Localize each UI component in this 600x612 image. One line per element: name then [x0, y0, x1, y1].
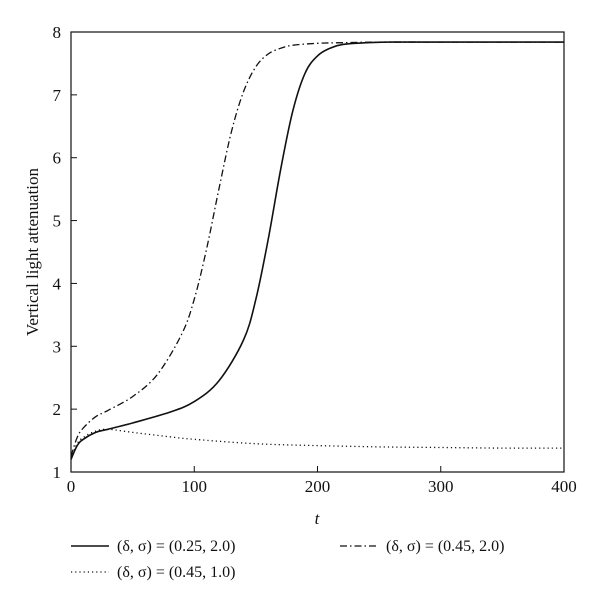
y-tick-label: 2 — [53, 400, 62, 419]
y-tick-label: 6 — [53, 149, 62, 168]
series-line-3 — [70, 428, 565, 459]
x-tick-label: 100 — [182, 477, 208, 496]
plot-area-frame — [70, 31, 565, 473]
y-tick-label: 5 — [53, 212, 62, 231]
y-axis-ticks: 1 2 3 4 5 6 7 8 — [53, 23, 77, 482]
y-axis-label: Vertical light attenuation — [23, 167, 42, 336]
x-tick-label: 300 — [428, 477, 454, 496]
x-tick-label: 200 — [305, 477, 331, 496]
x-tick-label: 400 — [551, 477, 577, 496]
series-layer — [70, 41, 565, 460]
x-axis-ticks: 0 100 200 300 400 — [67, 466, 577, 496]
y-tick-label: 7 — [53, 86, 62, 105]
legend: (δ, σ) = (0.25, 2.0) (δ, σ) = (0.45, 2.0)… — [71, 538, 505, 581]
legend-label-2: (δ, σ) = (0.45, 2.0) — [386, 538, 505, 555]
series-line-2 — [70, 41, 564, 457]
y-tick-label: 3 — [53, 337, 62, 356]
x-axis-label: t — [315, 509, 321, 528]
legend-label-1: (δ, σ) = (0.25, 2.0) — [117, 538, 236, 555]
x-tick-label: 0 — [67, 477, 76, 496]
series-line-1 — [70, 41, 564, 460]
y-tick-label: 4 — [53, 274, 62, 293]
y-tick-label: 1 — [53, 463, 62, 482]
legend-label-3: (δ, σ) = (0.45, 1.0) — [117, 564, 236, 581]
y-tick-label: 8 — [53, 23, 62, 42]
